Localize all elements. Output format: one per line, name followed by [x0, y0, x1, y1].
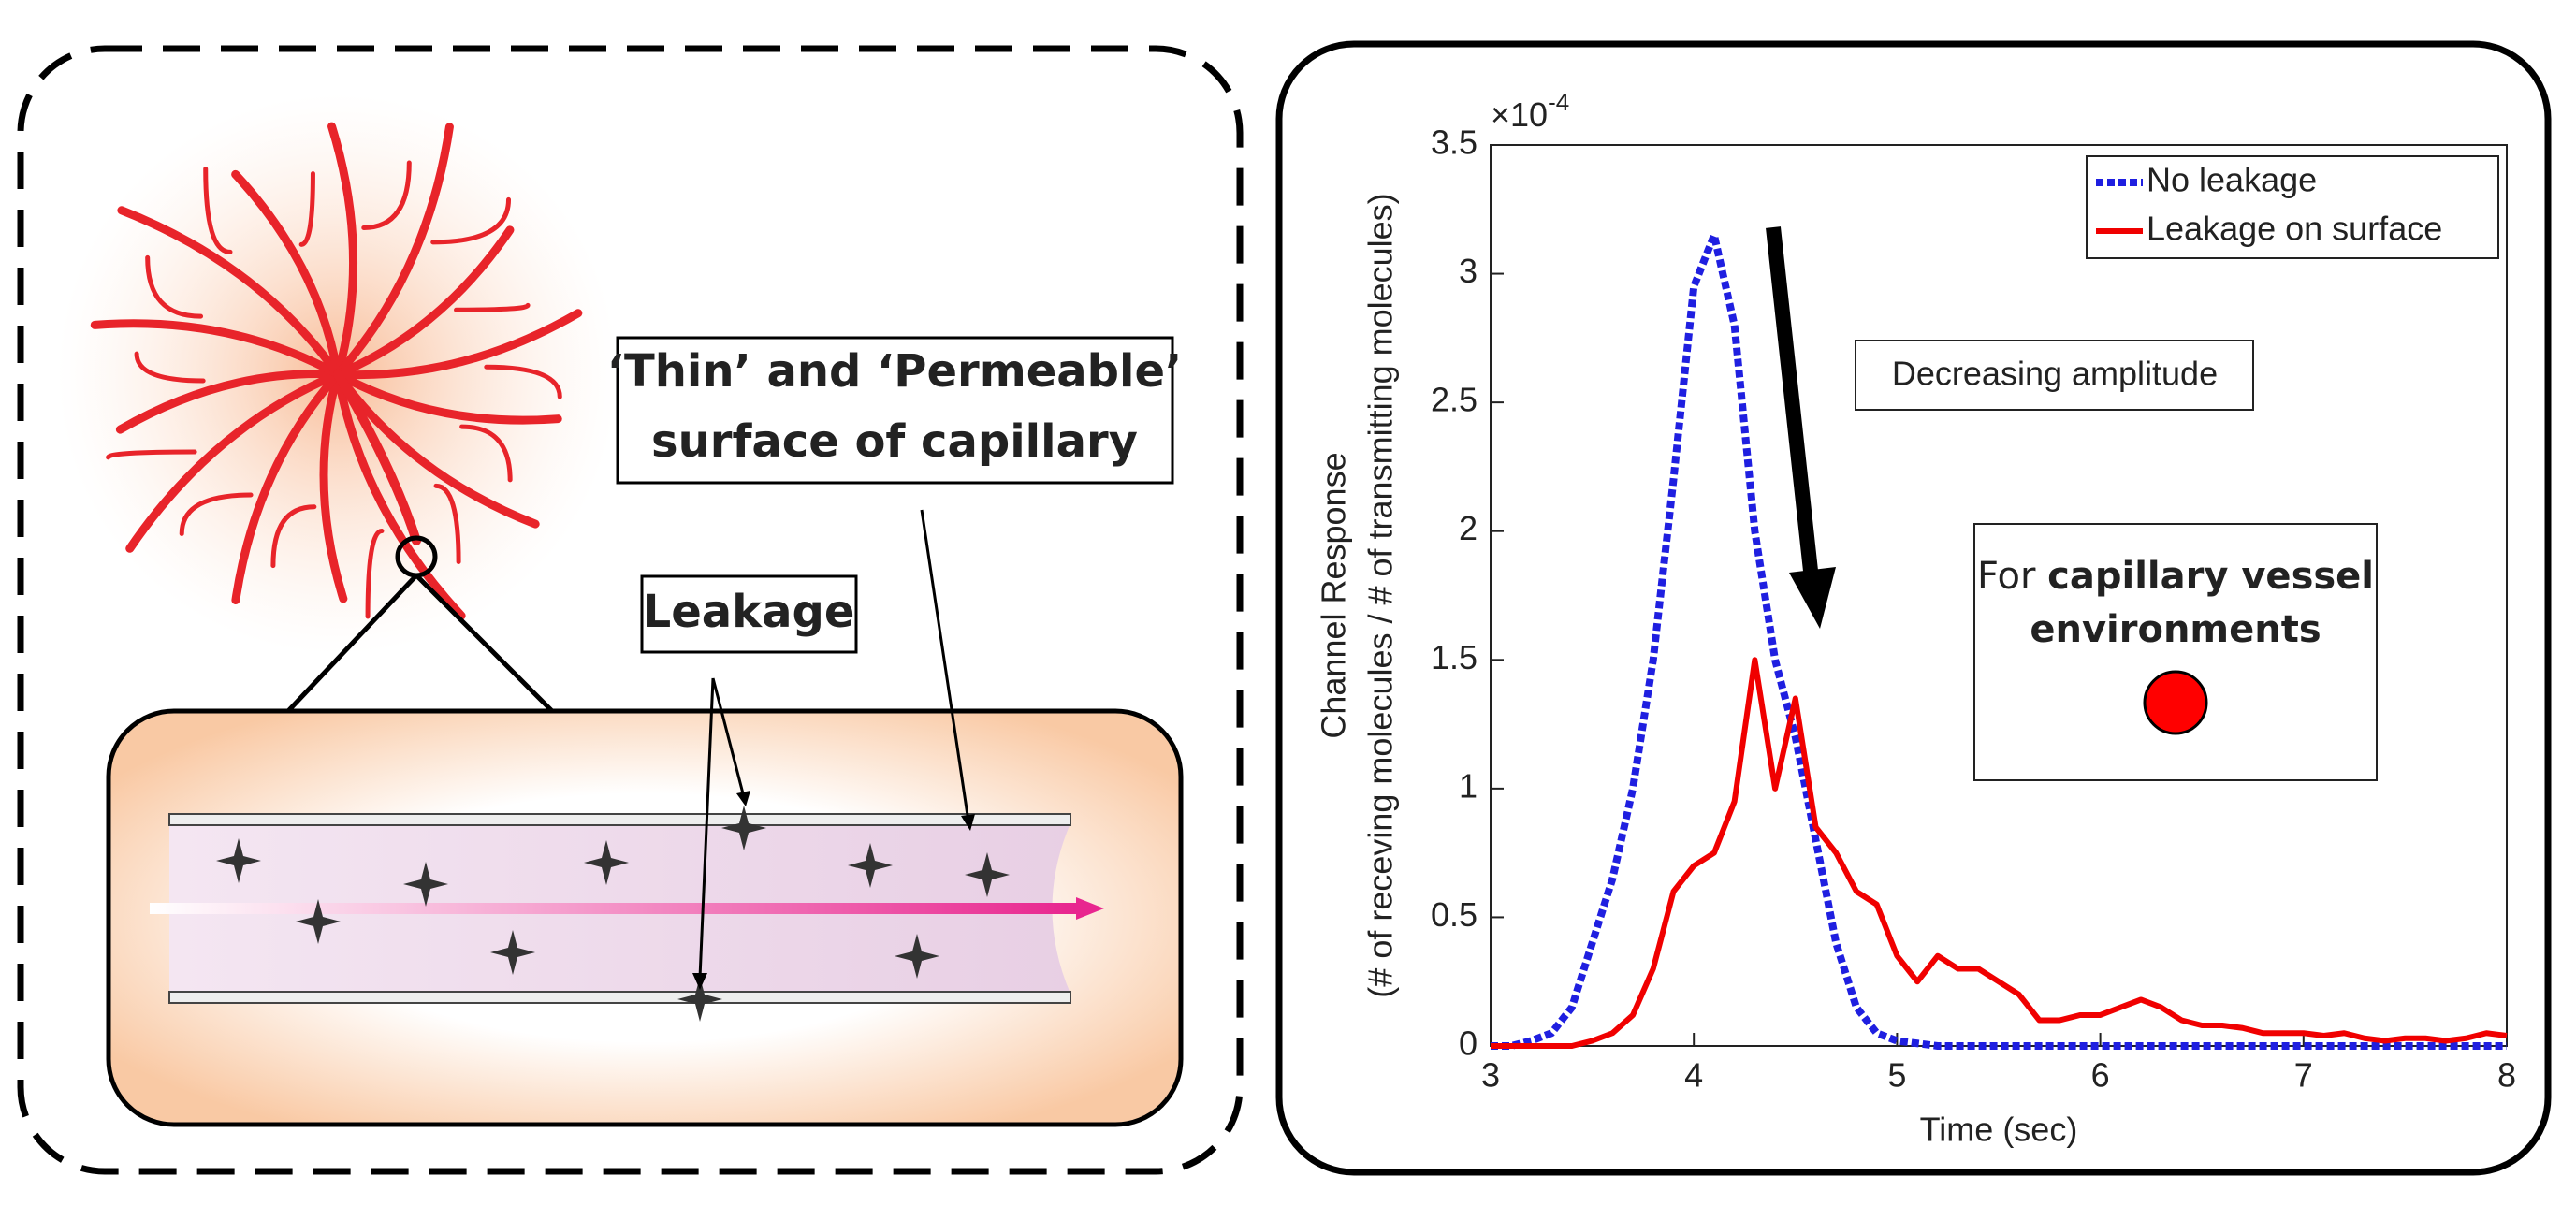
particle — [296, 899, 341, 944]
particle — [490, 930, 535, 975]
branch — [117, 206, 342, 379]
y-axis-label: (# of receving molecules / # of transmit… — [1361, 193, 1400, 997]
annotation: Decreasing amplitude — [1892, 355, 2218, 393]
particle — [895, 934, 939, 979]
x-tick-label: 3 — [1481, 1056, 1500, 1095]
branch — [115, 370, 342, 434]
series-line — [1491, 657, 2508, 1049]
vessel-wall — [168, 991, 1071, 1004]
y-tick-label: 3 — [1459, 252, 1477, 290]
y-tick-label: 3.5 — [1431, 123, 1477, 162]
y-multiplier-base: ×10 — [1491, 95, 1548, 134]
x-tick-label: 5 — [1887, 1056, 1906, 1095]
flow-head — [1076, 897, 1104, 920]
legend-label: Leakage on surface — [2147, 210, 2442, 248]
branch — [106, 449, 197, 460]
particle — [848, 843, 893, 888]
branch — [333, 225, 515, 379]
branch — [333, 370, 421, 545]
branch — [270, 504, 317, 569]
branch — [333, 123, 454, 379]
y-tick-label: 2 — [1459, 509, 1477, 547]
y-tick-label: 0.5 — [1431, 895, 1477, 934]
y-tick-label: 0 — [1459, 1024, 1477, 1063]
branch — [179, 492, 254, 536]
branch — [459, 424, 513, 483]
branch — [327, 122, 358, 379]
note-bold: environments — [2030, 608, 2321, 651]
surface-label: ‘Thin’ and ‘Permeable’ — [607, 345, 1183, 398]
branch — [125, 370, 342, 553]
dashed-frame — [17, 45, 1244, 1175]
pointer-lines — [698, 509, 970, 979]
branch — [203, 167, 233, 254]
particle — [965, 852, 1010, 897]
y-multiplier-exp: -4 — [1548, 88, 1569, 116]
branch — [319, 370, 348, 603]
branch — [145, 254, 204, 319]
y-tick-label: 2.5 — [1431, 381, 1477, 419]
branch — [433, 483, 461, 565]
particle — [584, 840, 629, 885]
branch — [484, 364, 562, 399]
arrow-shaft — [1766, 226, 1818, 572]
branch — [90, 319, 342, 379]
branch — [231, 370, 342, 604]
label-box — [640, 574, 858, 654]
particle — [677, 977, 722, 1022]
chart-frame — [1275, 40, 2552, 1176]
legend-box — [2086, 155, 2499, 259]
label-box — [616, 336, 1174, 485]
branch — [454, 302, 531, 312]
capillary-tree — [90, 122, 583, 620]
particles — [216, 806, 1010, 1022]
branch — [333, 370, 562, 425]
note-dot — [2143, 670, 2208, 735]
branch — [430, 196, 512, 245]
branch — [298, 171, 315, 247]
zoom-lines — [286, 574, 554, 713]
branch — [365, 529, 385, 619]
note-normal: For — [1977, 555, 2036, 598]
chart: 3 4 5 6 7 8 0 0.5 1 1.5 2 2.5 3 3.5 ×10-4 Time (sec) Cha… — [1315, 88, 2517, 1149]
branch — [361, 160, 412, 230]
branch — [333, 370, 466, 620]
legend-label: No leakage — [2147, 161, 2317, 199]
branch — [333, 309, 583, 380]
y-tick-label: 1.5 — [1431, 638, 1477, 676]
x-axis-label: Time (sec) — [1920, 1111, 2078, 1149]
annotation-box — [1855, 340, 2254, 411]
particle — [403, 862, 448, 907]
flow — [150, 903, 1076, 914]
x-tick-label: 7 — [2294, 1056, 2313, 1095]
y-tick-label: 1 — [1459, 766, 1477, 805]
x-tick-label: 4 — [1684, 1056, 1703, 1095]
vessel-wall — [168, 813, 1071, 826]
arrow-head — [1789, 567, 1836, 629]
x-tick-label: 6 — [2091, 1056, 2110, 1095]
branch — [231, 169, 342, 379]
note-bold: capillary vessel — [2047, 555, 2374, 598]
y-axis-label: Channel Response — [1315, 452, 1353, 738]
branch — [134, 351, 206, 384]
y-multiplier: ×10-4 — [1491, 88, 1569, 134]
particle — [216, 838, 261, 883]
leakage-label: Leakage — [643, 586, 855, 638]
surface-label: surface of capillary — [651, 415, 1138, 468]
particle — [721, 806, 766, 850]
x-tick-label: 8 — [2497, 1056, 2516, 1095]
note: For capillary vessel — [1977, 555, 2374, 598]
note-box — [1973, 523, 2378, 781]
